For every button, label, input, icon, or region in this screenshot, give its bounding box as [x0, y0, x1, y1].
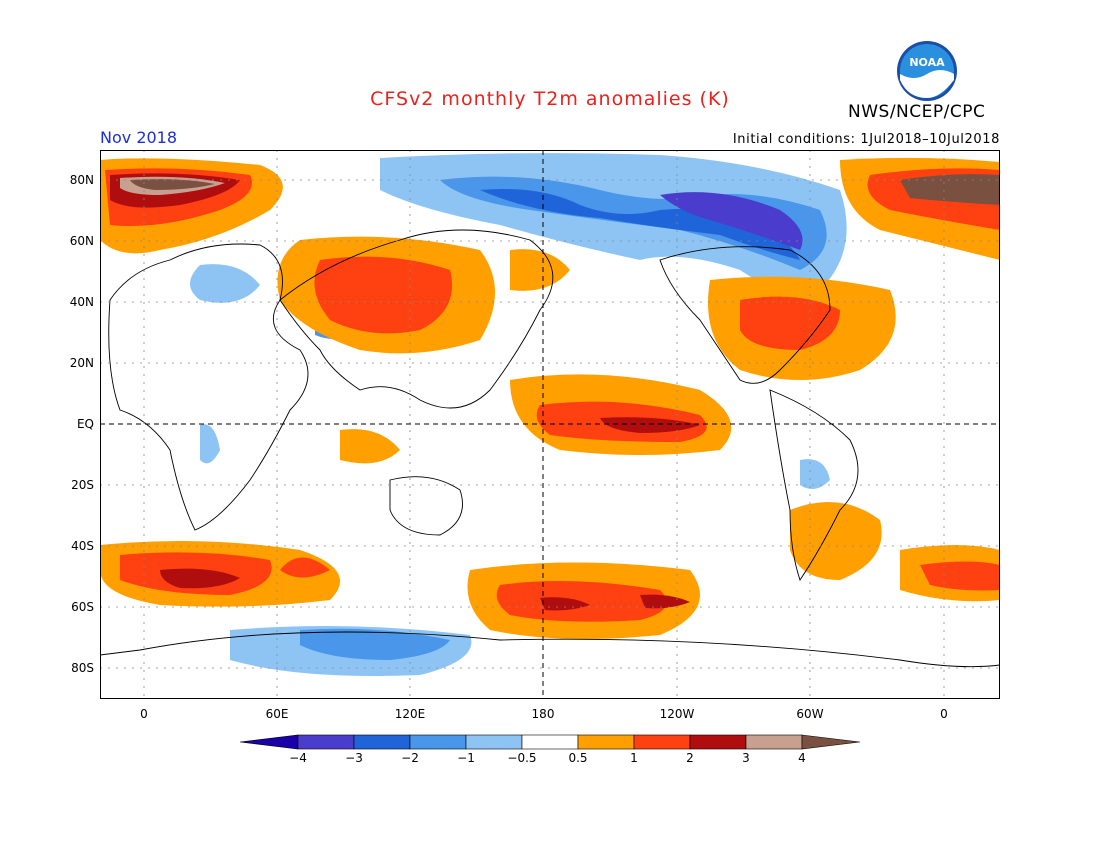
color-swatch	[689, 734, 747, 750]
color-scale-label: −2	[401, 751, 419, 765]
color-scale-label: 1	[630, 751, 638, 765]
lat-lon-gridlines	[100, 150, 1000, 699]
color-swatch	[745, 734, 803, 750]
color-swatch	[240, 734, 299, 750]
cold-anomaly-regions	[190, 153, 847, 676]
lat-label: 80N	[69, 173, 94, 187]
lat-label: 40N	[69, 295, 94, 309]
noaa-logo: NOAA	[897, 41, 957, 101]
lon-label: 0	[940, 707, 948, 721]
lat-label: 20N	[69, 356, 94, 370]
color-scale-label: 3	[742, 751, 750, 765]
color-scale-label: 4	[798, 751, 806, 765]
color-scale-label: −0.5	[507, 751, 537, 765]
lon-label: 120E	[394, 707, 426, 721]
color-swatch	[409, 734, 467, 750]
color-scale-label: −3	[345, 751, 363, 765]
color-swatch	[801, 734, 860, 750]
color-scale-bar	[240, 734, 860, 750]
lat-label: EQ	[76, 417, 94, 431]
color-swatch	[633, 734, 691, 750]
color-swatch	[297, 734, 355, 750]
color-swatch	[521, 734, 579, 750]
lon-label: 180	[531, 707, 555, 721]
lat-label: 60S	[71, 600, 94, 614]
initial-conditions: Initial conditions: 1Jul2018–10Jul2018	[732, 132, 1000, 147]
logo-text: NOAA	[909, 56, 945, 69]
color-scale-label: −1	[457, 751, 475, 765]
lat-label: 20S	[71, 478, 94, 492]
forecast-month: Nov 2018	[100, 128, 178, 147]
lat-label: 80S	[71, 661, 94, 675]
lat-label: 40S	[71, 539, 94, 553]
color-scale-swatches	[240, 734, 860, 750]
coastlines	[100, 229, 1000, 699]
color-scale-label: −4	[289, 751, 307, 765]
color-scale-label: 2	[686, 751, 694, 765]
color-swatch	[353, 734, 411, 750]
anomaly-map	[100, 150, 1000, 699]
color-swatch	[465, 734, 523, 750]
chart-title: CFSv2 monthly T2m anomalies (K)	[370, 88, 730, 110]
lon-label: 0	[140, 707, 148, 721]
equator-dateline	[100, 150, 1000, 699]
lon-label: 120W	[659, 707, 695, 721]
lon-label: 60E	[265, 707, 289, 721]
color-swatch	[577, 734, 635, 750]
color-scale-label: 0.5	[568, 751, 588, 765]
warm-anomaly-regions	[100, 157, 1000, 639]
lon-label: 60W	[796, 707, 824, 721]
lat-label: 60N	[69, 234, 94, 248]
agency-label: NWS/NCEP/CPC	[848, 102, 986, 122]
